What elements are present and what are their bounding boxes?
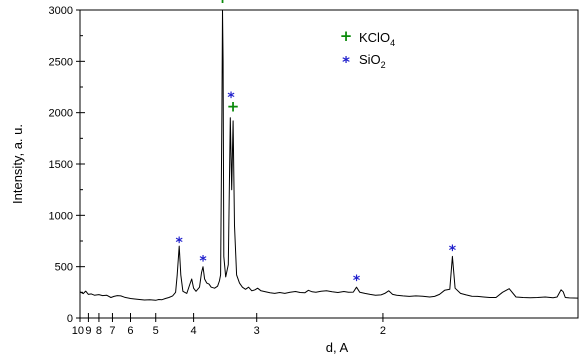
- legend: + KClO4 * SiO2: [340, 27, 395, 71]
- sio2-peak-marker: *: [227, 90, 235, 106]
- y-tick-label: 2000: [49, 108, 73, 120]
- x-tick-label: 9: [85, 325, 91, 337]
- sio2-peak-marker: *: [199, 253, 207, 269]
- sio2-peak-marker: *: [176, 235, 184, 251]
- x-tick-label: 4: [191, 325, 197, 337]
- legend-label-0: KClO4: [359, 30, 395, 48]
- x-tick-label: 10: [72, 325, 84, 337]
- legend-subscript-1: 2: [381, 60, 386, 70]
- y-tick-label: 1500: [49, 159, 73, 171]
- sio2-peak-marker: *: [353, 273, 361, 289]
- x-axis-ticks: 10 9 8 7 6 5 4 3 2: [72, 313, 386, 337]
- y-tick-label: 500: [55, 262, 73, 274]
- legend-symbol-0: +: [340, 27, 353, 45]
- legend-label-1: SiO2: [359, 52, 386, 70]
- y-tick-label: 0: [67, 313, 73, 325]
- x-axis-label: d, A: [326, 340, 349, 355]
- x-tick-label: 6: [127, 325, 133, 337]
- plot-frame: [79, 9, 579, 319]
- x-tick-label: 7: [109, 325, 115, 337]
- x-tick-label: 2: [380, 325, 386, 337]
- legend-subscript-0: 4: [390, 38, 395, 48]
- y-axis-label: Intensity, a. u.: [10, 124, 25, 204]
- peak-annotations: ++*****: [176, 0, 457, 289]
- y-tick-label: 1000: [49, 210, 73, 222]
- kclo4-peak-marker: +: [216, 0, 229, 7]
- y-axis-ticks: 0 500 1000 1500 2000 2500 3000: [49, 5, 85, 325]
- legend-symbol-1: *: [342, 53, 350, 71]
- plot-border: [79, 9, 579, 319]
- y-tick-label: 3000: [49, 5, 73, 17]
- series-layer: [79, 9, 579, 301]
- x-tick-label: 3: [254, 325, 260, 337]
- series-line-0: [79, 9, 579, 301]
- x-tick-label: 5: [153, 325, 159, 337]
- x-tick-label: 8: [96, 325, 102, 337]
- kclo4-peak-marker: +: [227, 98, 240, 116]
- y-tick-label: 2500: [49, 56, 73, 68]
- sio2-peak-marker: *: [449, 243, 457, 259]
